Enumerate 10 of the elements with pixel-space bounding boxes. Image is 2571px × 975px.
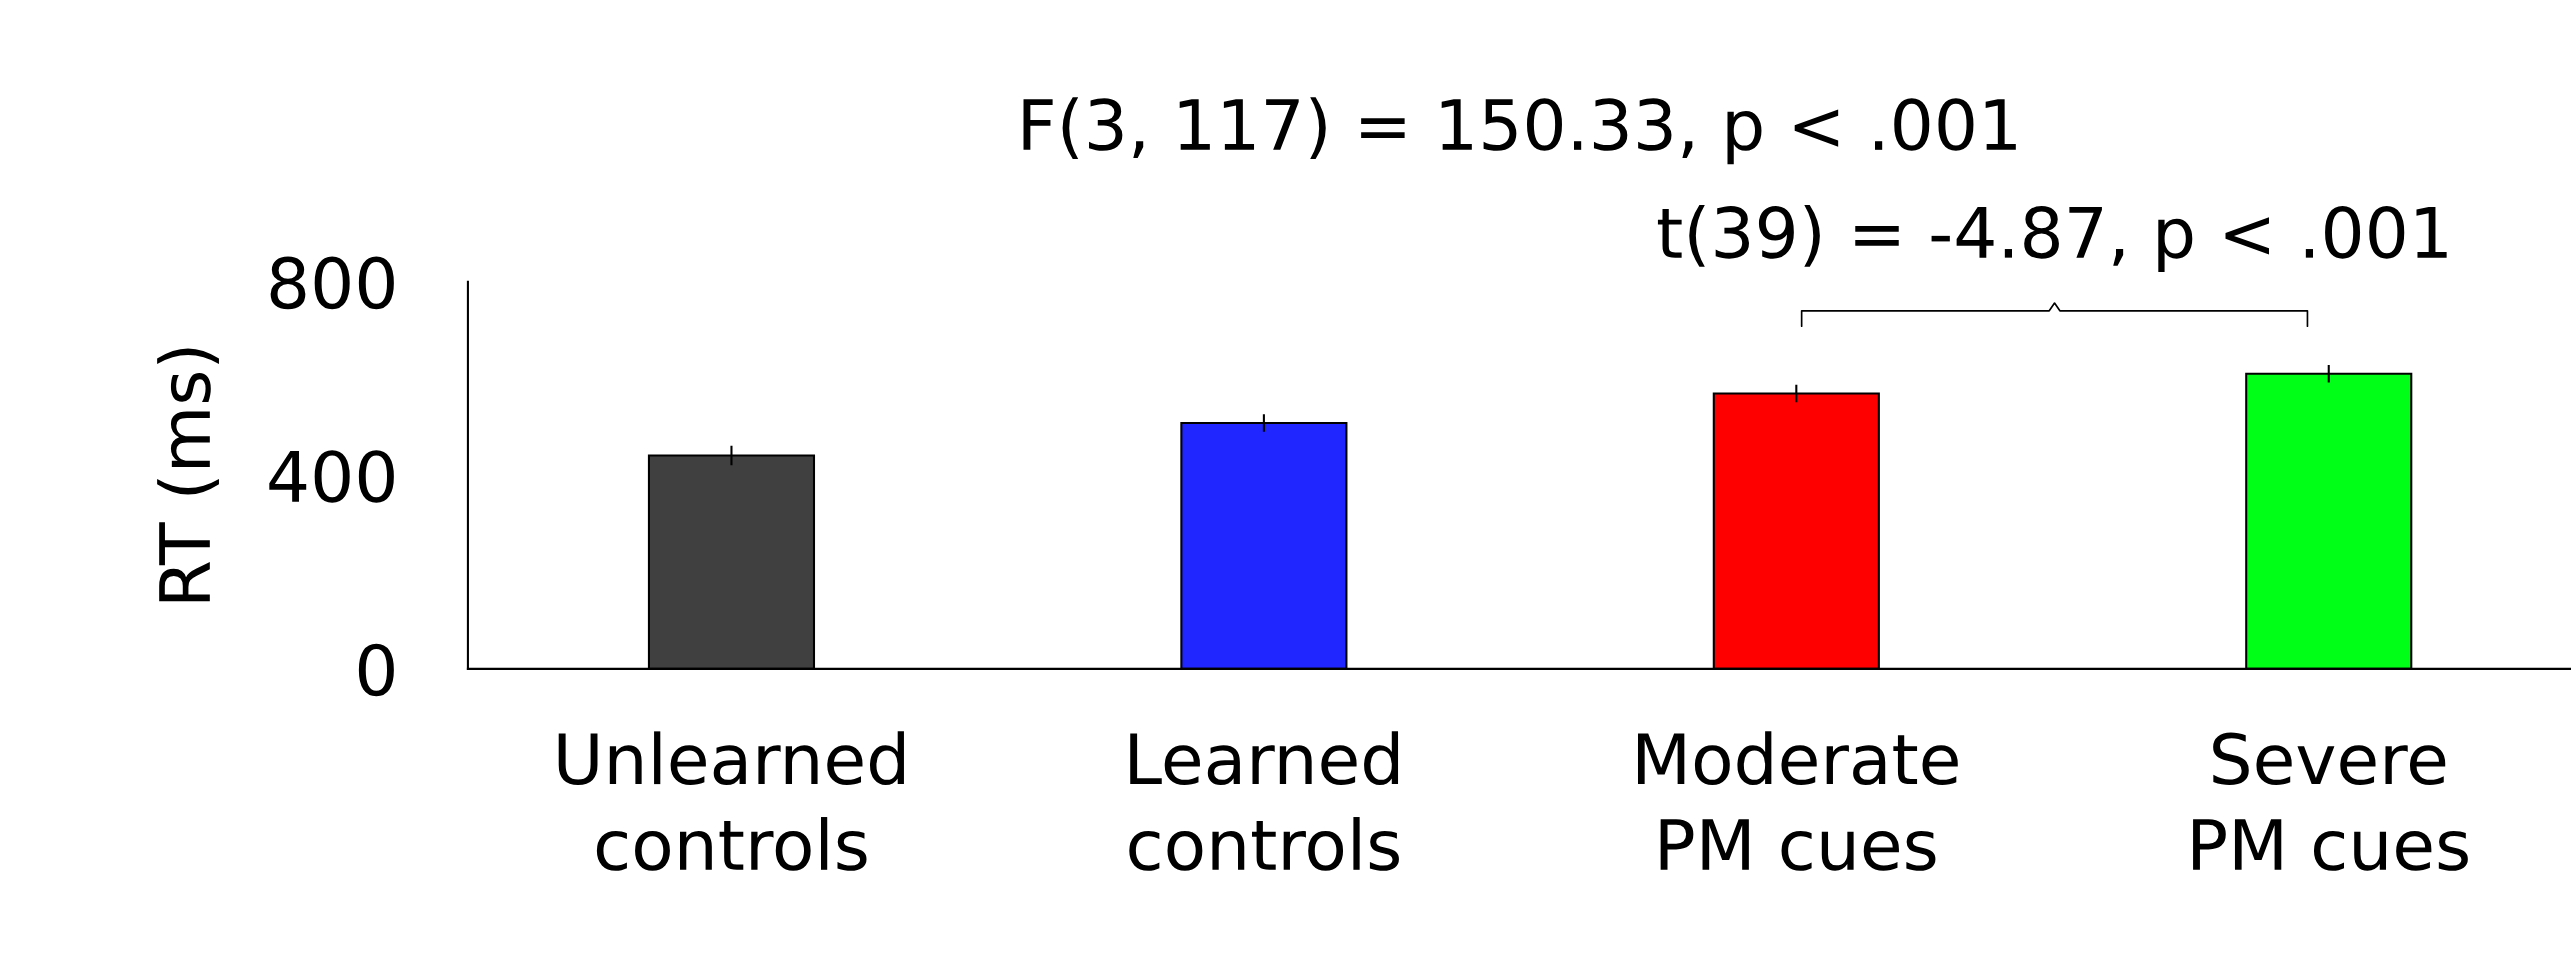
x-tick-label: Learned controls	[1129, 731, 1399, 871]
text: t(39) = -4.87, p < .001	[1657, 204, 2447, 273]
y-axis-title: RT (ms)	[157, 348, 219, 602]
x-tick-label: Unlearned controls	[558, 731, 904, 871]
y-tick-label: 0	[358, 643, 394, 697]
y-tick-label: 400	[269, 450, 394, 503]
chart-title: F(3, 117) = 150.33, p < .001	[1023, 97, 2016, 165]
x-tick-label: Moderate PM cues	[1637, 731, 1958, 871]
y-tick-label: 800	[270, 256, 394, 310]
x-tick-label: Severe PM cues	[2193, 732, 2468, 871]
